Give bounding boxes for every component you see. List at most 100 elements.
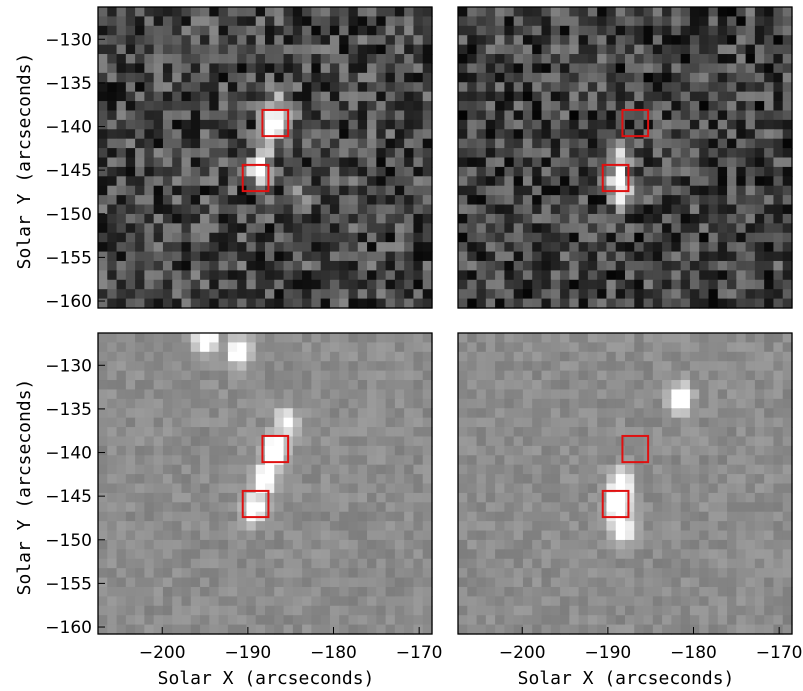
heatmap-cell	[274, 91, 285, 102]
heatmap-cell	[625, 289, 635, 300]
heatmap-cell	[320, 380, 331, 391]
heatmap-cell	[302, 213, 312, 224]
heatmap-cell	[292, 148, 303, 159]
heatmap-cell	[652, 549, 663, 560]
heatmap-cell	[237, 445, 248, 456]
heatmap-cell	[522, 568, 533, 579]
heatmap-cell	[422, 7, 433, 18]
heatmap-cell	[764, 82, 775, 93]
heatmap-cell	[764, 351, 775, 362]
heatmap-cell	[320, 195, 331, 206]
heatmap-cell	[754, 333, 765, 344]
heatmap-cell	[522, 596, 533, 607]
heatmap-cell	[385, 586, 396, 597]
heatmap-cell	[578, 270, 589, 281]
heatmap-cell	[394, 25, 405, 36]
heatmap-cell	[671, 232, 682, 243]
heatmap-cell	[246, 251, 257, 262]
heatmap-cell	[339, 502, 350, 513]
heatmap-cell	[190, 7, 201, 18]
heatmap-cell	[504, 483, 515, 494]
heatmap-cell	[348, 176, 359, 187]
heatmap-cell	[237, 455, 248, 466]
heatmap-cell	[385, 91, 396, 102]
heatmap-cell	[560, 260, 570, 271]
heatmap-cell	[422, 398, 433, 409]
heatmap-cell	[107, 204, 118, 215]
heatmap-cell	[652, 270, 663, 281]
heatmap-cell	[606, 492, 617, 503]
heatmap-cell	[708, 195, 719, 206]
heatmap-cell	[745, 539, 756, 550]
heatmap-cell	[404, 242, 415, 253]
heatmap-cell	[227, 389, 238, 400]
heatmap-cell	[274, 223, 285, 234]
heatmap-cell	[680, 101, 691, 112]
heatmap-cell	[485, 251, 496, 262]
heatmap-cell	[745, 176, 756, 187]
heatmap-cell	[227, 511, 238, 522]
heatmap-cell	[745, 596, 756, 607]
heatmap-cell	[162, 119, 173, 130]
heatmap-cell	[237, 389, 248, 400]
heatmap-cell	[265, 436, 275, 447]
heatmap-cell	[227, 110, 238, 121]
heatmap-cell	[522, 511, 533, 522]
heatmap-cell	[125, 342, 136, 353]
heatmap-cell	[200, 389, 210, 400]
heatmap-cell	[144, 7, 155, 18]
heatmap-cell	[190, 35, 201, 46]
heatmap-cell	[485, 539, 496, 550]
heatmap-cell	[717, 91, 728, 102]
heatmap-cell	[578, 213, 589, 224]
xtick-label: −190	[585, 643, 632, 663]
heatmap-cell	[274, 361, 285, 372]
heatmap-cell	[125, 270, 136, 281]
heatmap-cell	[311, 110, 322, 121]
heatmap-cell	[320, 568, 331, 579]
heatmap-cell	[255, 361, 266, 372]
heatmap-cell	[339, 119, 350, 130]
heatmap-cell	[135, 586, 145, 597]
heatmap-cell	[385, 129, 396, 140]
heatmap-cell	[458, 615, 468, 626]
heatmap-cell	[495, 166, 505, 177]
heatmap-cell	[144, 539, 155, 550]
heatmap-cell	[98, 110, 108, 121]
heatmap-cell	[98, 54, 108, 65]
heatmap-cell	[200, 260, 210, 271]
heatmap-cell	[311, 605, 322, 616]
heatmap-cell	[144, 289, 155, 300]
heatmap-cell	[587, 624, 598, 635]
heatmap-cell	[422, 298, 433, 309]
heatmap-cell	[532, 398, 543, 409]
heatmap-cell	[329, 342, 340, 353]
heatmap-cell	[717, 586, 728, 597]
heatmap-cell	[550, 279, 561, 290]
heatmap-cell	[569, 558, 580, 569]
heatmap-cell	[320, 63, 331, 74]
heatmap-cell	[522, 502, 533, 513]
heatmap-cell	[107, 251, 118, 262]
heatmap-cell	[385, 119, 396, 130]
heatmap-cell	[652, 615, 663, 626]
heatmap-cell	[98, 615, 108, 626]
heatmap-cell	[274, 44, 285, 55]
heatmap-cell	[376, 539, 387, 550]
heatmap-cell	[541, 558, 552, 569]
heatmap-cell	[578, 605, 589, 616]
heatmap-cell	[367, 138, 377, 149]
heatmap-cell	[181, 408, 192, 419]
heatmap-cell	[717, 298, 728, 309]
plot-frame	[97, 332, 433, 635]
heatmap-cell	[394, 16, 405, 27]
heatmap-cell	[587, 176, 598, 187]
heatmap-cell	[782, 455, 793, 466]
heatmap-cell	[754, 380, 765, 391]
heatmap-cell	[597, 54, 608, 65]
heatmap-cell	[597, 129, 608, 140]
heatmap-cell	[764, 398, 775, 409]
heatmap-cell	[283, 138, 294, 149]
heatmap-cell	[404, 615, 415, 626]
heatmap-cell	[625, 398, 635, 409]
